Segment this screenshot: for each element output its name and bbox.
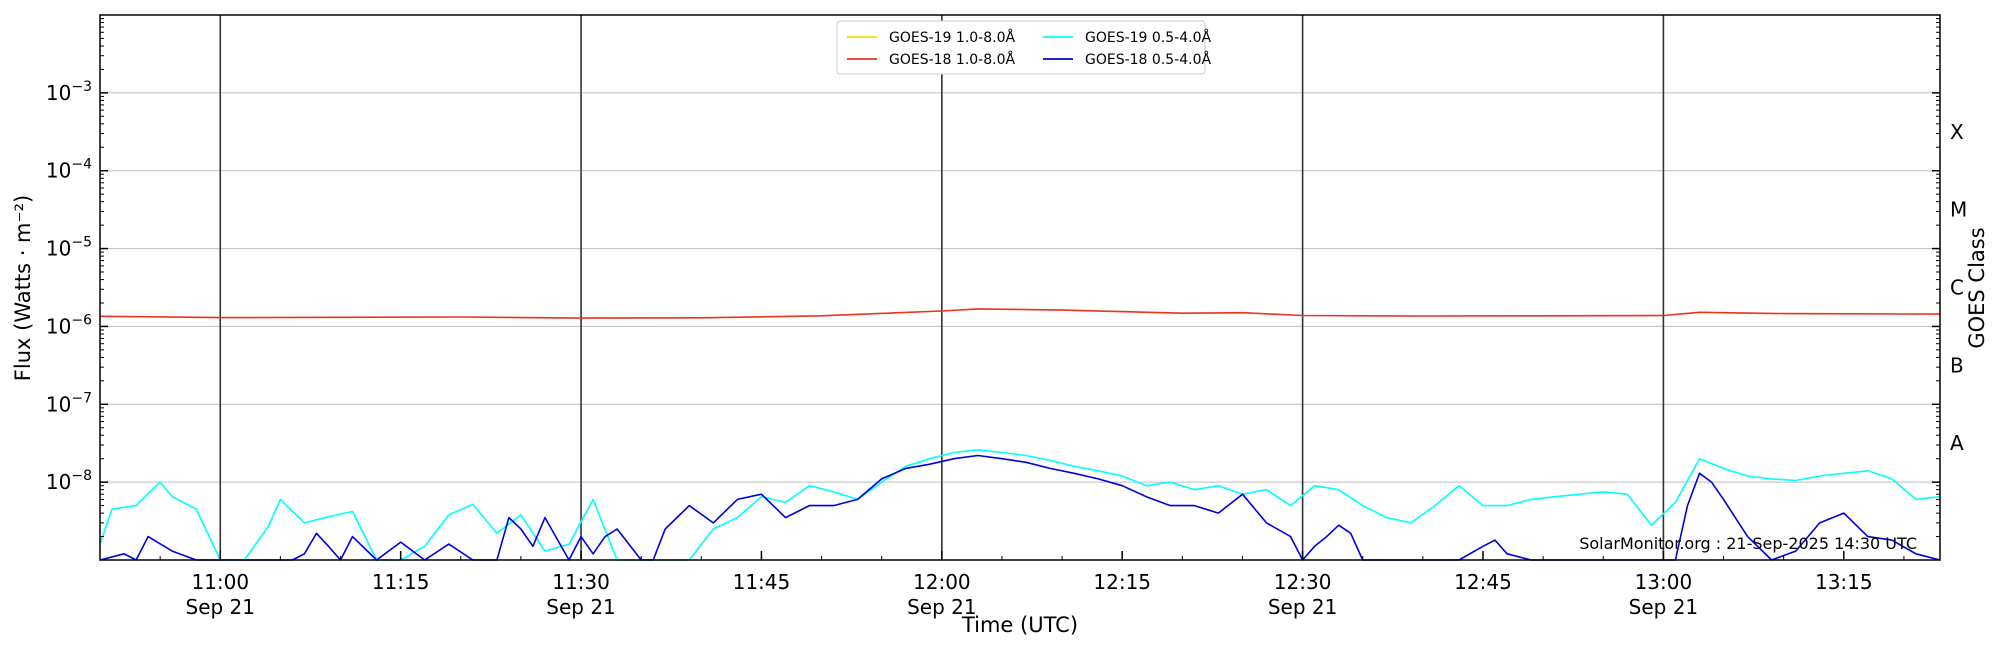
x-tick-date: Sep 21 — [1629, 595, 1699, 619]
x-tick-date: Sep 21 — [546, 595, 616, 619]
x-tick-label: 12:15 — [1093, 570, 1151, 594]
goes-class-label: M — [1950, 198, 1967, 222]
x-tick-date: Sep 21 — [186, 595, 256, 619]
credit-text: SolarMonitor.org : 21-Sep-2025 14:30 UTC — [1579, 534, 1917, 553]
x-tick-label: 11:00 — [191, 570, 249, 594]
tick-layer — [99, 18, 1940, 560]
plot-frame — [99, 14, 1941, 561]
goes-class-label: X — [1950, 120, 1964, 144]
legend-label: GOES-18 0.5-4.0Å — [1085, 51, 1211, 68]
legend-label: GOES-19 1.0-8.0Å — [889, 29, 1015, 46]
legend-box — [836, 20, 1206, 75]
y-axis-title: Flux (Watts · m⁻²) — [11, 195, 35, 381]
x-tick-date: Sep 21 — [1268, 595, 1338, 619]
goes-class-label: A — [1950, 431, 1964, 455]
y-tick-label: 10−6 — [46, 312, 92, 338]
x-tick-label: 11:45 — [733, 570, 791, 594]
goes-class-label: B — [1950, 353, 1964, 377]
x-tick-date: Sep 21 — [907, 595, 977, 619]
y-tick-label: 10−8 — [46, 468, 92, 494]
x-tick-label: 12:00 — [913, 570, 971, 594]
y-axis-right-title: GOES Class — [1965, 227, 1989, 348]
x-tick-label: 13:15 — [1815, 570, 1873, 594]
grid-layer — [100, 15, 1940, 560]
legend: GOES-19 1.0-8.0Å GOES-18 1.0-8.0Å GOES-19 … — [836, 20, 1211, 75]
y-tick-label: 10−7 — [46, 390, 92, 416]
legend-items: GOES-19 1.0-8.0Å GOES-18 1.0-8.0Å GOES-19 … — [847, 29, 1211, 68]
x-axis-title: Time (UTC) — [961, 613, 1078, 637]
x-tick-label: 12:30 — [1274, 570, 1332, 594]
x-tick-label: 13:00 — [1635, 570, 1693, 594]
x-tick-label: 11:15 — [372, 570, 430, 594]
y-tick-label: 10−5 — [46, 235, 92, 261]
y-tick-label: 10−3 — [46, 79, 92, 105]
x-tick-label: 11:30 — [552, 570, 610, 594]
series-line — [99, 308, 1941, 319]
goes-class-label: C — [1950, 276, 1964, 300]
legend-label: GOES-19 0.5-4.0Å — [1085, 29, 1211, 46]
y-tick-label: 10−4 — [46, 157, 92, 183]
legend-label: GOES-18 1.0-8.0Å — [889, 51, 1015, 68]
x-tick-label: 12:45 — [1454, 570, 1512, 594]
